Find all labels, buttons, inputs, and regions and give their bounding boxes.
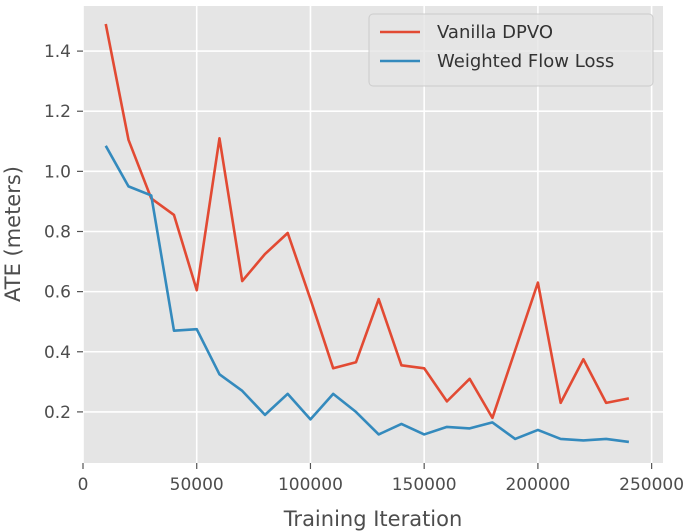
series-line-vanilla-dpvo [104,23,630,420]
y-axis-ticks: 0.2 0.4 0.6 0.8 1.0 1.2 1.4 [44,42,83,423]
x-tick-label: 200000 [505,475,570,495]
y-tick-label: 0.6 [44,283,71,303]
x-tick-label: 0 [78,475,89,495]
legend-label-weighted-flow-loss: Weighted Flow Loss [437,51,614,72]
x-axis-label: Training Iteration [283,507,463,531]
x-tick-label: 250000 [619,475,684,495]
legend-box [368,13,654,87]
y-tick-label: 1.4 [44,42,71,62]
legend-label-vanilla-dpvo: Vanilla DPVO [437,22,553,43]
y-tick-label: 0.2 [44,403,71,423]
x-tick-label: 50000 [170,475,224,495]
x-tick-label: 100000 [278,475,343,495]
y-tick-label: 0.4 [44,343,71,363]
y-tick-label: 0.8 [44,222,71,242]
x-tick-label: 150000 [392,475,457,495]
series-lines [104,23,630,444]
y-axis-label: ATE (meters) [1,166,25,302]
series-line-weighted-flow-loss [104,145,630,444]
y-tick-label: 1.2 [44,102,71,122]
grid [82,6,663,463]
legend: Vanilla DPVO Weighted Flow Loss [368,13,654,87]
y-tick-label: 1.0 [44,162,71,182]
x-axis-ticks: 0 50000 100000 150000 200000 250000 [78,463,684,495]
